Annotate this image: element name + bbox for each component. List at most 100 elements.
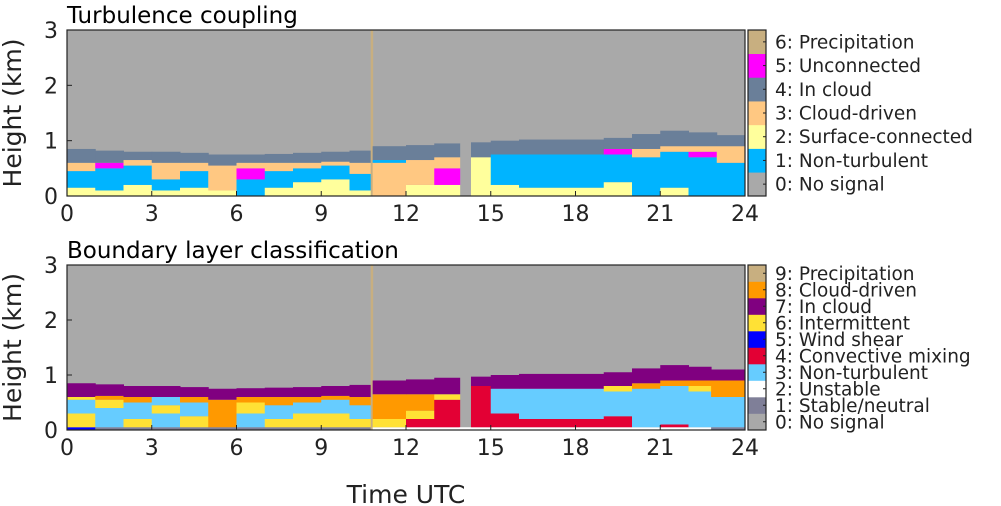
class-cell: [603, 148, 633, 155]
class-cell: [711, 369, 746, 381]
colorbar-swatch: [748, 397, 766, 414]
class-cell: [688, 380, 712, 386]
class-cell: [208, 388, 237, 400]
colorbar-label: 6: Precipitation: [775, 32, 915, 53]
class-cell: [236, 413, 266, 428]
colorbar-label: 6: Intermittent: [775, 313, 910, 334]
class-cell: [632, 157, 661, 196]
class-cell: [406, 394, 435, 411]
colorbar-swatch: [748, 77, 766, 102]
class-cell: [519, 373, 605, 389]
class-cell: [236, 402, 266, 414]
class-cell: [349, 162, 372, 174]
class-cell: [349, 427, 372, 430]
colorbar-label: 0: No signal: [775, 412, 885, 433]
class-cell: [660, 130, 689, 147]
class-cell: [180, 187, 209, 196]
colorbar-frame: [747, 264, 767, 431]
class-cell: [321, 161, 350, 166]
x-tick-label: 21: [646, 202, 674, 227]
class-cell: [490, 154, 520, 185]
class-cell: [67, 413, 96, 428]
class-cell: [406, 427, 435, 430]
class-cell: [434, 394, 461, 400]
class-cell: [264, 427, 294, 430]
class-cell: [123, 165, 153, 185]
class-cell: [95, 190, 124, 196]
class-cell: [660, 380, 689, 386]
class-cell: [180, 171, 209, 188]
x-tick-label: 21: [646, 436, 674, 461]
class-cell: [180, 162, 209, 172]
class-cell: [151, 397, 181, 406]
colorbar-swatch: [748, 53, 766, 78]
class-cell: [236, 427, 266, 430]
class-cell: [434, 399, 461, 428]
class-cell: [349, 173, 372, 191]
class-cell: [349, 419, 372, 428]
y-tick-label: 3: [44, 254, 58, 279]
x-tick-label: 24: [731, 436, 759, 461]
class-cell: [208, 190, 237, 196]
colorbar-swatch: [748, 380, 766, 398]
class-cell: [123, 427, 153, 430]
class-cell: [236, 388, 266, 397]
class-cell: [406, 145, 435, 161]
class-cell: [67, 187, 96, 196]
class-cell: [264, 187, 294, 196]
class-cell: [264, 387, 294, 397]
class-cell: [519, 187, 605, 196]
class-cell: [151, 190, 181, 196]
class-cell: [95, 408, 124, 428]
colorbar-swatch: [748, 413, 766, 431]
class-cell: [236, 397, 266, 403]
class-cell: [434, 184, 461, 196]
class-cell: [632, 148, 661, 158]
class-cell: [434, 168, 461, 185]
class-cell: [519, 388, 605, 419]
x-tick-label: 6: [230, 436, 244, 461]
class-cell: [208, 154, 237, 166]
class-cell: [293, 427, 322, 430]
class-cell: [490, 375, 520, 389]
class-cell: [123, 184, 153, 196]
class-cell: [67, 162, 96, 172]
class-cell: [321, 165, 350, 180]
class-cell: [236, 162, 266, 169]
colorbar-label: 7: In cloud: [775, 297, 872, 318]
colorbar-swatch: [748, 298, 766, 315]
class-cell: [519, 427, 605, 430]
colorbar-swatch: [748, 30, 766, 55]
class-cell: [660, 427, 689, 430]
y-tick-label: 3: [44, 19, 58, 44]
class-cell: [372, 380, 407, 395]
class-cell: [406, 379, 435, 395]
class-cell: [321, 151, 350, 162]
class-cell: [372, 427, 407, 430]
class-cell: [67, 397, 96, 400]
class-cell: [716, 162, 746, 196]
class-cell: [264, 397, 294, 406]
class-cell: [321, 399, 350, 414]
class-cell: [180, 427, 209, 430]
class-cell: [470, 386, 492, 428]
class-cell: [264, 162, 294, 172]
colorbar-swatch: [748, 101, 766, 126]
class-cell: [95, 399, 124, 408]
class-cell: [519, 419, 605, 428]
class-cell: [603, 137, 633, 149]
class-cell: [372, 394, 407, 419]
class-cell: [321, 413, 350, 428]
class-cell: [434, 377, 461, 395]
colorbar-label: 4: In cloud: [775, 80, 872, 101]
class-cell: [95, 168, 124, 191]
colorbar-swatch: [748, 281, 766, 299]
x-tick-label: 18: [562, 202, 590, 227]
class-cell: [632, 427, 661, 430]
colorbar-swatch: [748, 314, 766, 332]
class-cell: [459, 427, 472, 430]
class-cell: [470, 427, 492, 430]
class-cell: [660, 151, 689, 188]
class-cell: [95, 427, 124, 430]
